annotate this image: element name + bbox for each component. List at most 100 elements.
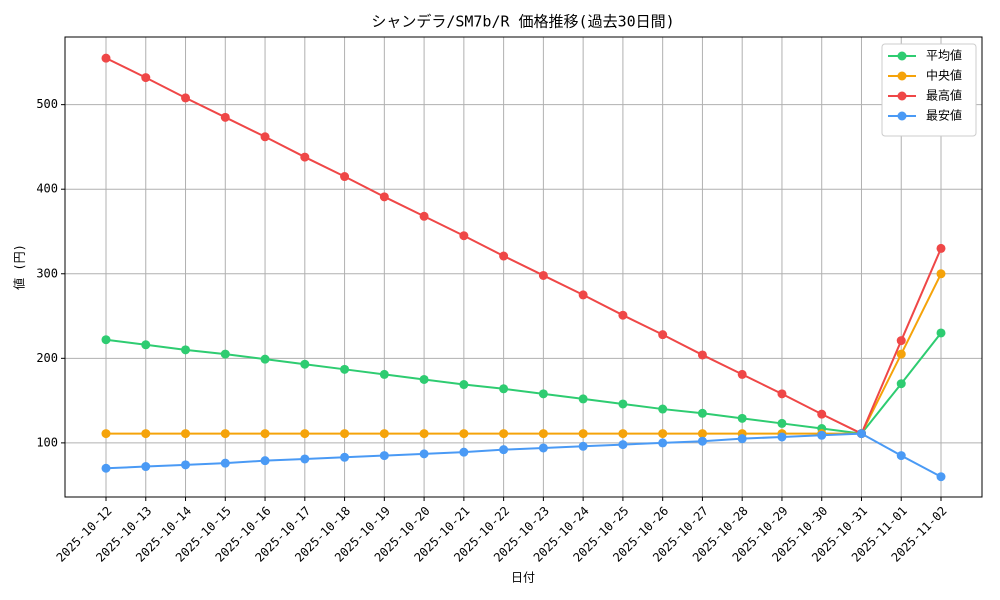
data-point [697,429,707,439]
data-point [141,462,151,472]
data-point [658,429,668,439]
legend-label: 最安値 [926,108,962,123]
legend-label: 最高値 [926,88,962,103]
data-point [101,335,111,345]
data-point [499,429,509,439]
data-point [856,429,866,439]
data-point [300,359,310,369]
data-point [777,389,787,399]
data-point [538,389,548,399]
data-point [499,251,509,261]
series-line [105,332,942,435]
data-point [618,440,628,450]
y-axis-label: 値 (円) [12,244,27,290]
data-point [101,429,111,439]
data-point [340,172,350,182]
data-point [220,112,230,122]
data-point [896,336,906,346]
data-point [618,399,628,409]
series-line [105,432,942,478]
data-point [658,438,668,448]
data-point [340,452,350,462]
y-tick-label: 200 [36,351,58,365]
data-point [181,93,191,103]
data-point [340,429,350,439]
data-point [181,460,191,470]
data-point [936,243,946,253]
y-tick-label: 400 [36,182,58,196]
data-point [220,349,230,359]
data-point [379,369,389,379]
y-tick-label: 300 [36,266,58,280]
data-point [419,211,429,221]
data-point [538,270,548,280]
data-point [101,463,111,473]
data-point [578,429,588,439]
data-point [220,458,230,468]
data-point [181,429,191,439]
y-tick-label: 100 [36,435,58,449]
data-point [658,404,668,414]
data-point [300,454,310,464]
data-point [817,430,827,440]
series-line [105,57,942,435]
data-point [220,429,230,439]
data-point [499,384,509,394]
data-point [379,451,389,461]
data-point [419,449,429,459]
chart-title: シャンデラ/SM7b/R 価格推移(過去30日間) [371,13,674,31]
data-point [936,269,946,279]
data-point [459,429,469,439]
data-point [538,429,548,439]
data-point [379,429,389,439]
data-point [697,436,707,446]
data-point [260,354,270,364]
data-point [141,73,151,83]
data-point [260,429,270,439]
legend-marker [897,111,907,121]
data-point [896,379,906,389]
data-point [419,429,429,439]
data-point [101,53,111,63]
data-point [578,290,588,300]
data-point [618,310,628,320]
data-point [777,432,787,442]
data-point [419,374,429,384]
data-point [499,445,509,455]
data-point [141,340,151,350]
data-point [896,349,906,359]
legend-marker [897,91,907,101]
data-point [697,350,707,360]
data-point [936,328,946,338]
data-point [896,451,906,461]
data-point [777,418,787,428]
data-point [658,330,668,340]
legend-box [881,43,977,137]
data-point [459,231,469,241]
legend-marker [897,51,907,61]
data-point [300,152,310,162]
data-point [141,429,151,439]
data-point [737,369,747,379]
legend-marker [897,71,907,81]
data-point [181,345,191,355]
legend-label: 平均値 [926,48,962,63]
data-point [737,413,747,423]
series-line [106,273,942,435]
data-point [578,394,588,404]
data-point [340,364,350,374]
legend-label: 中央値 [926,68,962,83]
data-point [578,441,588,451]
data-point [538,443,548,453]
data-point [459,447,469,457]
data-point [817,409,827,419]
data-point [459,380,469,390]
data-point [300,429,310,439]
data-point [737,434,747,444]
data-point [697,408,707,418]
data-point [260,456,270,466]
x-axis-label: 日付 [511,571,535,585]
data-point [936,472,946,482]
